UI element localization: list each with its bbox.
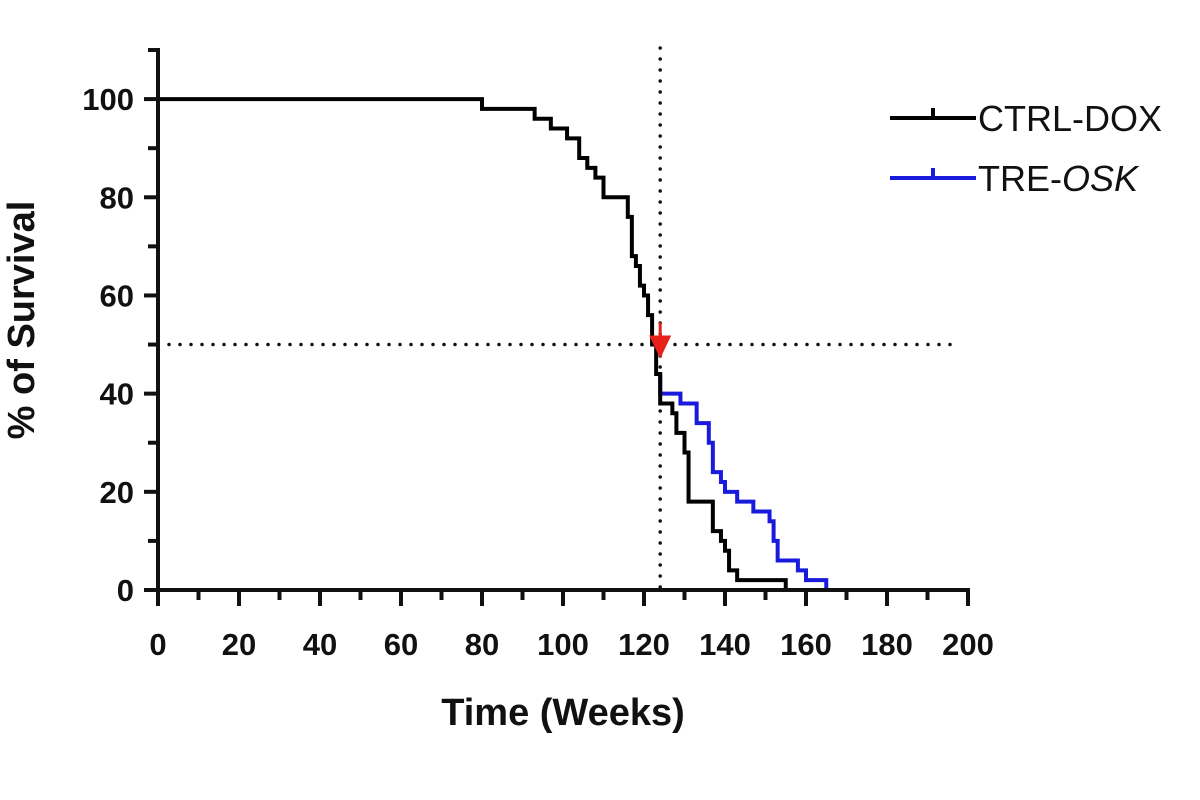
y-tick-label: 0	[117, 573, 134, 608]
reference-lines	[156, 46, 960, 592]
x-tick-label: 100	[537, 627, 589, 662]
x-tick-label: 20	[222, 627, 256, 662]
legend-item-ctrl-dox: CTRL-DOX	[890, 98, 1162, 139]
x-tick-labels: 0 20 40 60 80 100 120 140 160 180 200	[149, 627, 993, 662]
x-tick-label: 60	[384, 627, 418, 662]
legend-item-tre-osk: TRE-OSK	[890, 158, 1140, 199]
series-line-tre-osk	[658, 374, 829, 590]
series-layer	[158, 97, 829, 592]
legend: CTRL-DOX TRE-OSK	[890, 98, 1162, 199]
x-tick-label: 120	[618, 627, 670, 662]
median-marker-layer	[649, 322, 672, 359]
axes	[144, 48, 970, 606]
legend-label: TRE-OSK	[978, 158, 1140, 199]
x-tick-label: 200	[942, 627, 994, 662]
y-tick-label: 60	[100, 278, 134, 313]
legend-label: CTRL-DOX	[978, 98, 1162, 139]
y-tick-label: 100	[82, 82, 134, 117]
x-tick-label: 0	[149, 627, 166, 662]
series-line-ctrl-dox	[158, 97, 794, 592]
median-marker-arrow	[649, 335, 672, 359]
x-axis-title: Time (Weeks)	[441, 692, 685, 734]
y-tick-label: 20	[100, 475, 134, 510]
y-axis-title: % of Survival	[1, 201, 43, 440]
x-tick-label: 40	[303, 627, 337, 662]
x-tick-label: 80	[465, 627, 499, 662]
x-tick-label: 180	[861, 627, 913, 662]
y-tick-label: 80	[100, 180, 134, 215]
x-tick-label: 160	[780, 627, 832, 662]
y-tick-label: 40	[100, 377, 134, 412]
y-tick-labels: 0 20 40 60 80 100	[82, 82, 134, 608]
x-tick-label: 140	[699, 627, 751, 662]
